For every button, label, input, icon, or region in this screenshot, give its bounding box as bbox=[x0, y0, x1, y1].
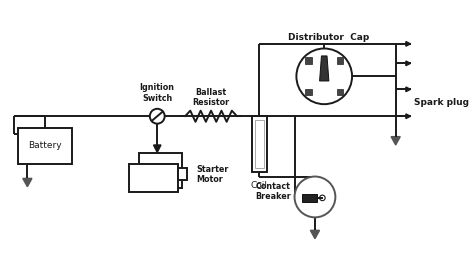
Bar bbox=[255, 120, 264, 168]
Bar bbox=[139, 153, 182, 188]
Text: Battery: Battery bbox=[28, 142, 62, 150]
Polygon shape bbox=[310, 230, 319, 239]
Circle shape bbox=[150, 109, 164, 124]
Text: Spark plug: Spark plug bbox=[414, 98, 469, 107]
Bar bbox=[129, 164, 178, 192]
Text: Coil: Coil bbox=[251, 181, 268, 190]
Text: Ignition
Switch: Ignition Switch bbox=[140, 83, 175, 103]
Polygon shape bbox=[406, 41, 410, 46]
Circle shape bbox=[319, 195, 325, 201]
Circle shape bbox=[296, 49, 352, 104]
Text: Ballast
Resistor: Ballast Resistor bbox=[192, 88, 229, 107]
Polygon shape bbox=[154, 145, 161, 152]
Bar bbox=[252, 116, 267, 172]
Bar bbox=[18, 128, 72, 163]
Polygon shape bbox=[23, 178, 32, 187]
Bar bbox=[305, 57, 312, 64]
Polygon shape bbox=[406, 114, 410, 119]
Text: Distributor  Cap: Distributor Cap bbox=[288, 33, 370, 42]
Bar bbox=[337, 89, 343, 95]
Bar bbox=[337, 57, 343, 64]
Polygon shape bbox=[319, 56, 329, 81]
Bar bbox=[305, 89, 312, 95]
Text: Starter
Motor: Starter Motor bbox=[196, 165, 228, 185]
Text: Contact
Breaker: Contact Breaker bbox=[255, 182, 291, 201]
Polygon shape bbox=[406, 87, 410, 92]
Polygon shape bbox=[302, 194, 317, 202]
Polygon shape bbox=[406, 61, 410, 66]
Bar bbox=[178, 168, 187, 180]
Polygon shape bbox=[391, 137, 400, 145]
Circle shape bbox=[294, 177, 336, 217]
